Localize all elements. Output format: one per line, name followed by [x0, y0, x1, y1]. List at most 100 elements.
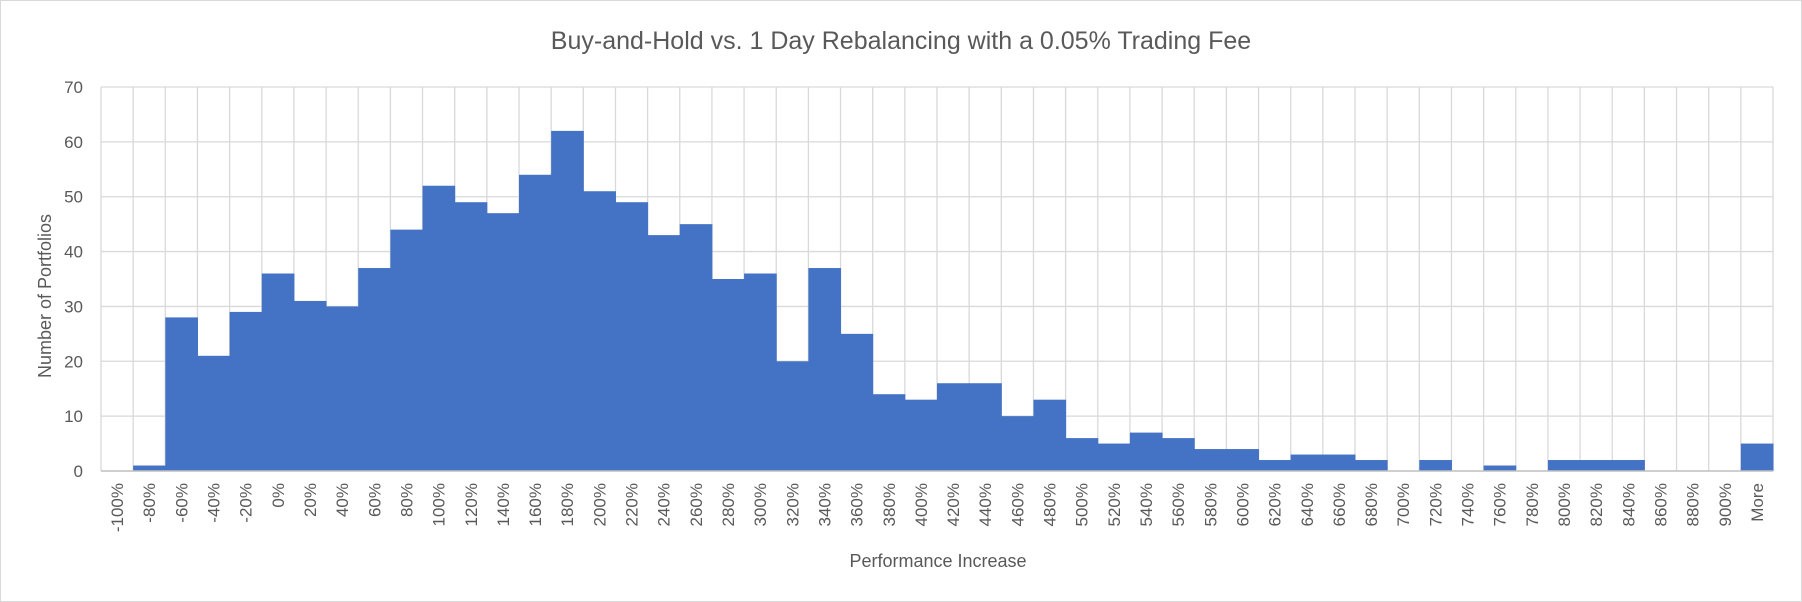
- bar: [840, 333, 874, 471]
- x-tick-label: 180%: [558, 483, 577, 526]
- bar: [1419, 460, 1452, 471]
- x-tick-label: 900%: [1716, 483, 1735, 526]
- bar: [1258, 460, 1292, 471]
- x-tick-label: 640%: [1298, 483, 1317, 526]
- x-tick-label: 340%: [815, 483, 834, 526]
- bar: [1194, 449, 1227, 471]
- bar: [261, 273, 295, 471]
- x-tick-label: -40%: [205, 483, 224, 523]
- x-tick-label: 620%: [1266, 483, 1285, 526]
- x-tick-label: 380%: [880, 483, 899, 526]
- bar: [647, 235, 681, 471]
- bar: [1033, 399, 1067, 471]
- bar: [711, 279, 745, 471]
- y-tick-label: 30: [64, 297, 83, 316]
- bar: [1162, 438, 1195, 471]
- x-tick-label: More: [1748, 483, 1767, 522]
- x-tick-label: 40%: [333, 483, 352, 517]
- x-tick-label: 60%: [365, 483, 384, 517]
- y-tick-label: 0: [74, 462, 83, 481]
- y-tick-label: 70: [64, 78, 83, 97]
- x-tick-label: 100%: [430, 483, 449, 526]
- bar: [422, 185, 456, 471]
- x-tick-label: -100%: [108, 483, 127, 532]
- x-tick-label: 400%: [912, 483, 931, 526]
- x-tick-label: 200%: [590, 483, 609, 526]
- x-tick-label: 220%: [623, 483, 642, 526]
- bar: [1483, 465, 1517, 471]
- x-tick-label: 540%: [1137, 483, 1156, 526]
- x-tick-label: 500%: [1073, 483, 1092, 526]
- bar: [776, 361, 809, 471]
- x-axis-tick-labels: -100% -80% -60% -40% -20% 0% 20% 40% 60% 80% 100% 1…: [108, 483, 1767, 532]
- bar: [1580, 460, 1613, 471]
- bar: [583, 191, 616, 471]
- bar: [1129, 432, 1163, 471]
- y-tick-label: 10: [64, 407, 83, 426]
- bar: [872, 394, 906, 471]
- x-tick-label: 240%: [655, 483, 674, 526]
- x-tick-label: 580%: [1201, 483, 1220, 526]
- x-tick-label: 780%: [1523, 483, 1542, 526]
- x-tick-label: 280%: [719, 483, 738, 526]
- bar: [969, 383, 1002, 471]
- x-tick-label: 680%: [1362, 483, 1381, 526]
- x-tick-label: 860%: [1651, 483, 1670, 526]
- x-tick-label: -60%: [172, 483, 191, 523]
- bar: [679, 224, 713, 471]
- y-axis-tick-labels: 0 10 20 30 40 50 60 70: [64, 78, 83, 481]
- x-tick-label: 80%: [397, 483, 416, 517]
- bar: [133, 465, 166, 471]
- y-tick-label: 20: [64, 352, 83, 371]
- x-tick-label: 600%: [1233, 483, 1252, 526]
- x-tick-label: 160%: [526, 483, 545, 526]
- x-tick-label: 440%: [976, 483, 995, 526]
- x-tick-label: 420%: [944, 483, 963, 526]
- x-tick-label: 740%: [1459, 483, 1478, 526]
- bar: [358, 268, 391, 471]
- x-tick-label: 140%: [494, 483, 513, 526]
- x-tick-label: 560%: [1169, 483, 1188, 526]
- bar: [1612, 460, 1645, 471]
- x-tick-label: 700%: [1394, 483, 1413, 526]
- y-tick-label: 60: [64, 133, 83, 152]
- x-tick-label: 120%: [462, 483, 481, 526]
- bar: [390, 229, 424, 471]
- bar: [486, 213, 520, 471]
- bar: [1097, 443, 1131, 471]
- bar: [454, 202, 488, 471]
- bar: [293, 300, 327, 471]
- bar: [1065, 438, 1099, 471]
- y-axis-title: Number of Portfolios: [35, 214, 55, 378]
- bar: [1355, 460, 1388, 471]
- x-tick-label: 760%: [1491, 483, 1510, 526]
- bars: [133, 130, 1774, 471]
- bar: [197, 355, 231, 471]
- x-tick-label: 880%: [1684, 483, 1703, 526]
- bar: [551, 130, 584, 471]
- bar: [229, 311, 263, 471]
- bar: [744, 273, 777, 471]
- bar: [1322, 454, 1356, 471]
- x-tick-label: 320%: [783, 483, 802, 526]
- x-tick-label: 300%: [751, 483, 770, 526]
- x-tick-label: 840%: [1619, 483, 1638, 526]
- bar: [937, 383, 970, 471]
- bar: [904, 399, 938, 471]
- y-tick-label: 50: [64, 188, 83, 207]
- x-tick-label: 820%: [1587, 483, 1606, 526]
- bar: [326, 306, 359, 471]
- x-tick-label: 660%: [1330, 483, 1349, 526]
- bar: [165, 317, 198, 471]
- x-tick-label: 720%: [1426, 483, 1445, 526]
- bar: [615, 202, 649, 471]
- bar: [1226, 449, 1260, 471]
- bar: [1290, 454, 1324, 471]
- bar: [1001, 416, 1034, 471]
- x-tick-label: 520%: [1105, 483, 1124, 526]
- x-tick-label: -80%: [140, 483, 159, 523]
- bar: [1740, 443, 1774, 471]
- x-axis-title: Performance Increase: [849, 551, 1026, 571]
